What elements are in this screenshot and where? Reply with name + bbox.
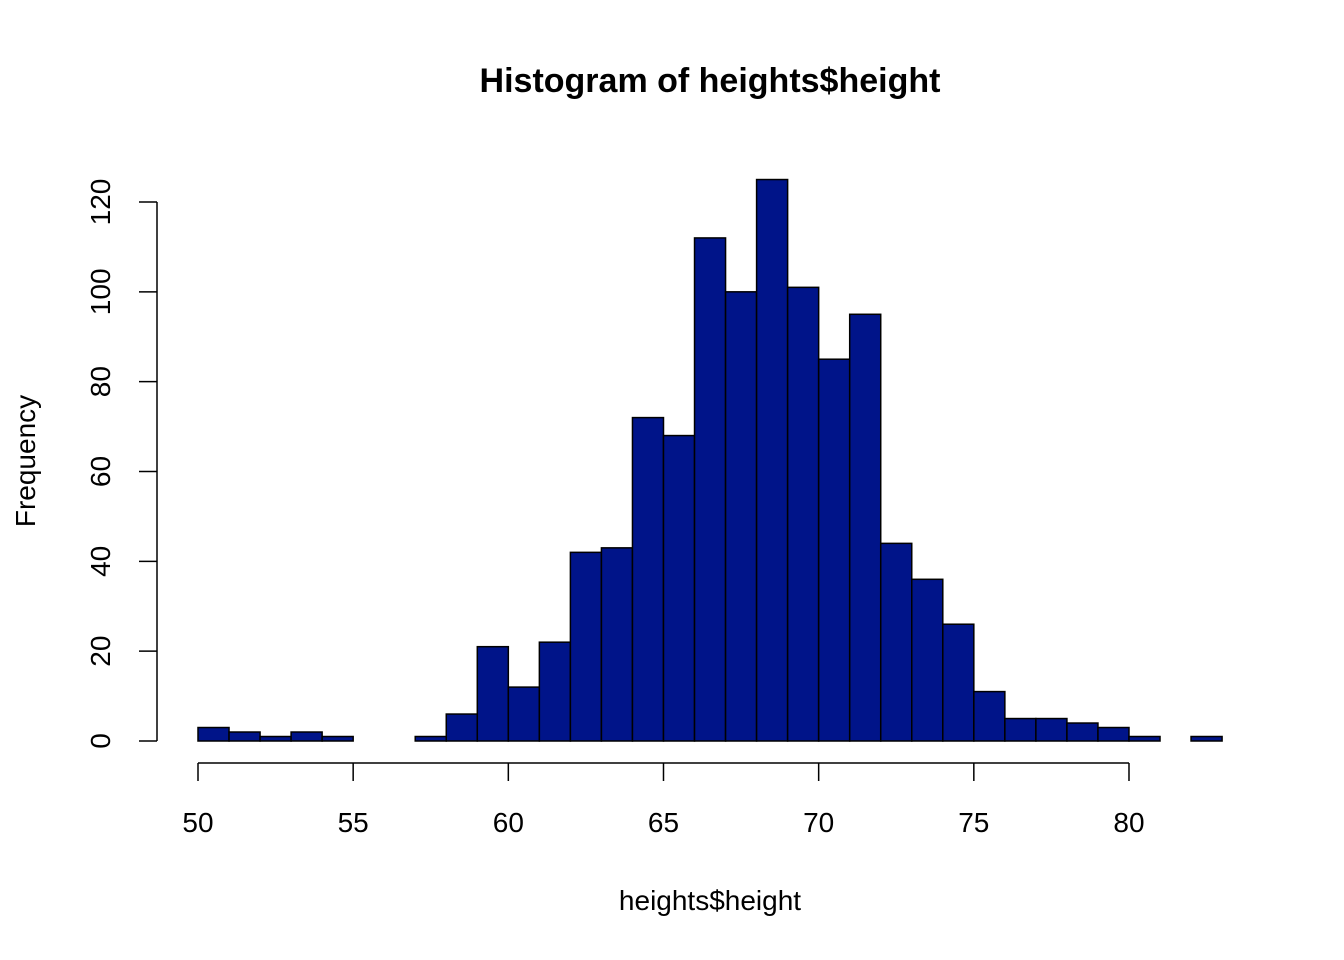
bar xyxy=(569,551,603,742)
x-tick-label: 70 xyxy=(803,807,834,838)
y-tick-label: 100 xyxy=(85,268,116,315)
bar xyxy=(476,645,510,742)
bar xyxy=(507,686,541,742)
y-tick-label: 80 xyxy=(85,366,116,397)
y-tick-label: 20 xyxy=(85,636,116,667)
bar xyxy=(1128,735,1161,742)
bar xyxy=(786,286,820,742)
x-axis-label: heights$height xyxy=(619,885,801,916)
bar xyxy=(1066,722,1099,742)
bar xyxy=(631,416,665,742)
bar xyxy=(817,358,851,742)
bar xyxy=(911,578,944,742)
x-tick-label: 65 xyxy=(648,807,679,838)
bar xyxy=(879,542,913,742)
bar xyxy=(662,434,696,742)
bar xyxy=(693,237,727,742)
x-tick-label: 60 xyxy=(493,807,524,838)
bar xyxy=(197,726,230,742)
x-tick-label: 55 xyxy=(338,807,369,838)
x-tick-label: 75 xyxy=(958,807,989,838)
bar xyxy=(973,690,1006,742)
bar xyxy=(321,735,354,742)
bar xyxy=(1190,735,1223,742)
bar xyxy=(1035,717,1068,742)
y-tick-label: 40 xyxy=(85,546,116,577)
bar xyxy=(600,547,634,742)
bar xyxy=(259,735,292,742)
bar xyxy=(755,178,789,742)
y-tick-label: 60 xyxy=(85,456,116,487)
bar xyxy=(290,731,323,742)
bar xyxy=(942,623,975,742)
y-tick-label: 0 xyxy=(85,733,116,749)
bar xyxy=(724,291,758,742)
bar xyxy=(1097,726,1130,742)
y-axis-label: Frequency xyxy=(10,395,41,527)
bar xyxy=(848,313,882,742)
bar xyxy=(1004,717,1037,742)
x-tick-label: 80 xyxy=(1113,807,1144,838)
bar xyxy=(538,641,572,742)
bar xyxy=(414,735,448,742)
bar xyxy=(445,713,479,742)
chart-title: Histogram of heights$height xyxy=(480,62,941,100)
bar xyxy=(228,731,261,742)
y-tick-label: 120 xyxy=(85,179,116,226)
x-tick-label: 50 xyxy=(182,807,213,838)
